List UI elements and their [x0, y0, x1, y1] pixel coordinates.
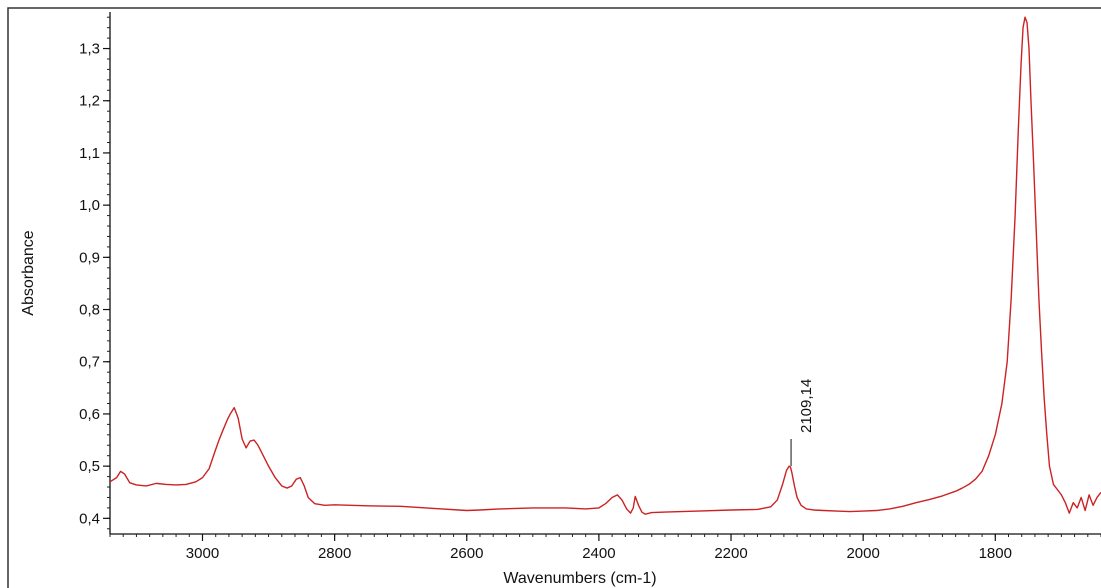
y-tick-label: 0,7: [79, 354, 100, 371]
x-tick-label: 1800: [979, 545, 1012, 562]
x-tick-label: 2000: [846, 545, 879, 562]
y-axis-title: Absorbance: [20, 230, 37, 315]
annotations: 2109,14: [790, 379, 815, 467]
spectrum-line: [109, 16, 1101, 515]
plot-frame: [7, 7, 1101, 588]
y-tick-label: 1,0: [79, 197, 100, 214]
x-tick-label: 2800: [318, 545, 351, 562]
y-tick-label: 0,8: [79, 302, 100, 319]
y-tick-label: 1,2: [79, 93, 100, 110]
y-tick-label: 0,5: [79, 458, 100, 475]
x-axis-title: Wavenumbers (cm-1): [503, 570, 656, 587]
x-tick-label: 3000: [186, 545, 219, 562]
y-tick-label: 0,6: [79, 406, 100, 423]
y-tick-label: 1,1: [79, 145, 100, 162]
y-axis-ticks: 0,4 0,5 0,6 0,7 0,8 0,9 1,0 1,1 1,2 1,3: [79, 41, 110, 527]
x-tick-label: 2200: [714, 545, 747, 562]
peak-label: 2109,14: [798, 379, 815, 433]
y-tick-label: 1,3: [79, 41, 100, 58]
y-tick-label: 0,9: [79, 249, 100, 266]
y-tick-label: 0,4: [79, 510, 100, 527]
x-tick-label: 2600: [450, 545, 483, 562]
x-axis-ticks: 3000 2800 2600 2400 2200 2000 1800: [186, 534, 1012, 562]
x-tick-label: 2400: [582, 545, 615, 562]
